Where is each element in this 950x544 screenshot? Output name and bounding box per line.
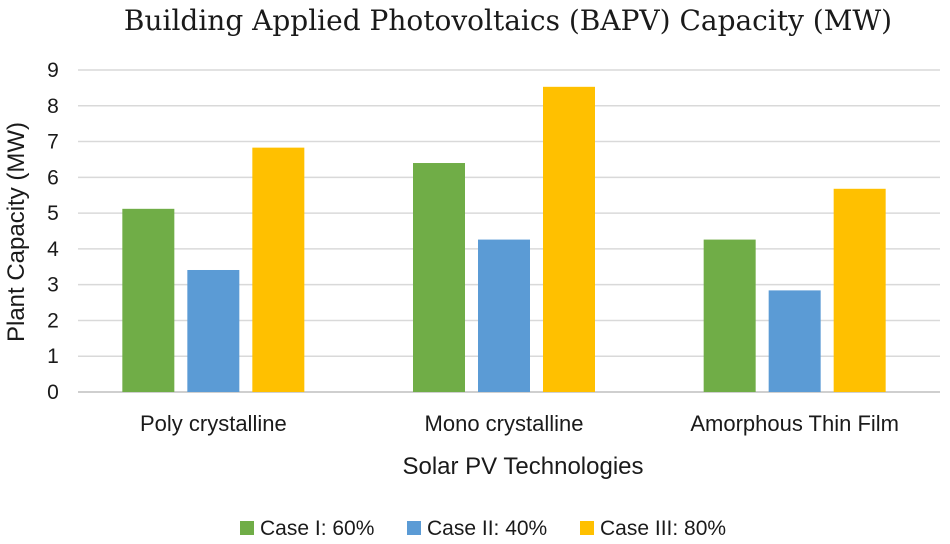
chart-title: Building Applied Photovoltaics (BAPV) Ca… — [124, 4, 892, 37]
x-axis-categories: Poly crystalline Mono crystalline Amorphou… — [140, 411, 899, 436]
legend-label: Case I: 60% — [260, 517, 374, 540]
y-tick-label: 7 — [47, 131, 59, 154]
y-tick-label: 6 — [47, 166, 59, 189]
bar-1-2 — [413, 163, 465, 392]
legend-swatch — [580, 521, 594, 535]
legend-label: Case II: 40% — [427, 517, 547, 540]
bar-3-3 — [833, 188, 886, 392]
y-tick-label: 8 — [47, 95, 59, 118]
bar-2-1 — [187, 269, 240, 392]
y-tick-label: 3 — [47, 274, 59, 297]
y-tick-label: 9 — [47, 59, 59, 82]
legend-swatch — [407, 521, 421, 535]
y-tick-label: 2 — [47, 309, 59, 332]
bar-2-2 — [478, 239, 530, 392]
y-tick-label: 0 — [47, 381, 59, 404]
bar-1-3 — [703, 239, 756, 392]
y-tick-label: 1 — [47, 345, 59, 368]
y-tick-label: 5 — [47, 202, 59, 225]
bars — [122, 86, 886, 392]
y-axis-label: Plant Capacity (MW) — [3, 122, 30, 342]
bar-3-1 — [252, 147, 305, 392]
legend: Case I: 60% Case II: 40% Case III: 80% — [240, 517, 726, 540]
y-tick-label: 4 — [47, 238, 59, 261]
x-category-label: Amorphous Thin Film — [690, 411, 899, 436]
x-axis-label: Solar PV Technologies — [402, 453, 643, 480]
legend-label: Case III: 80% — [600, 517, 726, 540]
bar-3-2 — [543, 86, 595, 392]
bar-2-3 — [768, 290, 821, 392]
bar-1-1 — [122, 208, 175, 392]
x-category-label: Poly crystalline — [140, 411, 287, 436]
legend-swatch — [240, 521, 254, 535]
x-category-label: Mono crystalline — [425, 411, 584, 436]
y-axis-ticks: 0 1 2 3 4 5 6 7 8 9 — [47, 59, 59, 404]
